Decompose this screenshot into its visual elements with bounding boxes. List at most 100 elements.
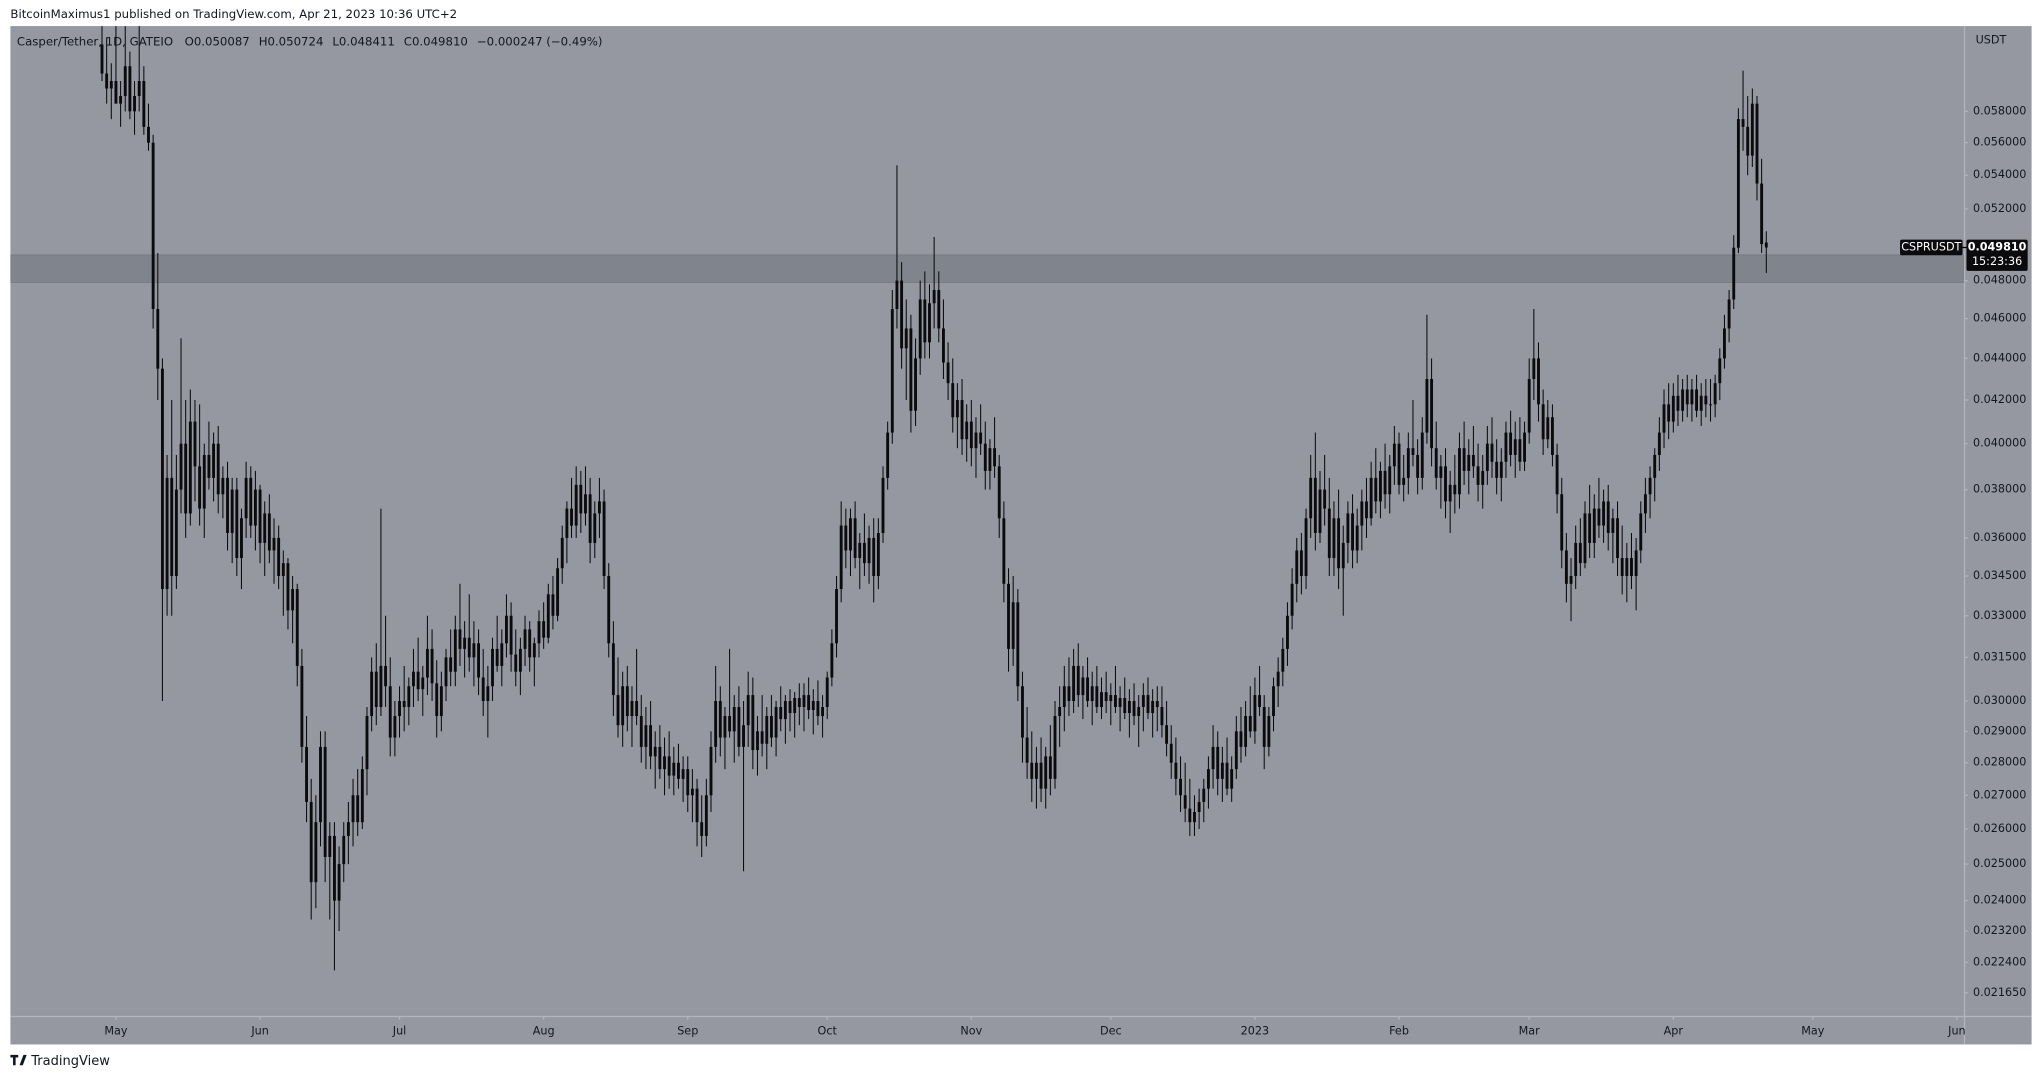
candle-body xyxy=(1602,501,1606,526)
candle-body xyxy=(704,795,708,836)
y-tick-label: 0.030000 xyxy=(1973,694,2026,707)
symbol-legend: Casper/Tether, 1D, GATEIO O0.050087 H0.0… xyxy=(17,34,603,48)
candle-body xyxy=(1202,788,1206,802)
candle-body xyxy=(732,707,736,732)
candle-body xyxy=(1002,518,1006,584)
candle-body xyxy=(119,96,123,104)
candle-body xyxy=(1406,448,1410,478)
candle-body xyxy=(1114,695,1117,708)
ohlc-label: C xyxy=(404,34,412,48)
candle-body xyxy=(235,489,239,559)
candle-body xyxy=(1736,119,1740,248)
ohlc-label: L xyxy=(332,34,339,48)
candle-body xyxy=(923,299,927,343)
candle-body xyxy=(695,788,699,823)
y-tick-label: 0.027000 xyxy=(1973,788,2026,801)
candle-body xyxy=(1699,395,1703,411)
footer-brand: TradingView xyxy=(30,1054,110,1069)
candle-body xyxy=(1583,513,1587,564)
candle-body xyxy=(114,80,118,104)
tradingview-logo: TradingView xyxy=(10,1054,110,1069)
candle-body xyxy=(453,629,457,672)
candle-body xyxy=(825,677,829,708)
candle-body xyxy=(505,615,508,644)
candle-body xyxy=(862,542,866,564)
candle-body xyxy=(1578,542,1582,564)
candle-body xyxy=(430,648,434,684)
candle-body xyxy=(328,835,332,857)
candle-body xyxy=(616,695,620,726)
candle-body xyxy=(597,501,601,514)
candle-body xyxy=(1462,448,1466,471)
candle-body xyxy=(1453,484,1457,495)
x-tick-label: Feb xyxy=(1389,1024,1409,1037)
candle-body xyxy=(240,518,243,559)
candle-body xyxy=(1318,489,1322,533)
y-unit: USDT xyxy=(1976,33,2007,46)
candle-body xyxy=(337,864,341,901)
candle-body xyxy=(867,537,871,564)
candle-body xyxy=(1546,417,1550,440)
candle-body xyxy=(1713,383,1717,405)
y-tick-label: 0.044000 xyxy=(1973,351,2026,364)
candle-body xyxy=(955,400,959,418)
candle-body xyxy=(1709,404,1712,406)
candle-body xyxy=(500,643,504,666)
candle-body xyxy=(1351,513,1354,551)
candle-body xyxy=(491,648,494,687)
candle-body xyxy=(133,96,136,112)
candle-body xyxy=(295,589,299,666)
candle-body xyxy=(769,716,773,738)
ohlc-label: H xyxy=(259,34,268,48)
x-tick-label: May xyxy=(104,1024,128,1037)
candle-body xyxy=(212,443,216,478)
countdown-label: 15:23:36 xyxy=(1972,255,2022,268)
candle-body xyxy=(267,513,271,551)
x-tick-label: Jun xyxy=(250,1024,268,1037)
candle-body xyxy=(1392,443,1396,467)
candle-body xyxy=(1160,707,1164,726)
candle-body xyxy=(1155,701,1159,708)
y-tick-label: 0.040000 xyxy=(1973,437,2026,450)
candle-body xyxy=(147,126,150,143)
candle-body xyxy=(435,683,439,717)
candle-body xyxy=(718,701,722,738)
candle-body xyxy=(188,421,192,514)
candle-body xyxy=(1499,461,1503,478)
candle-body xyxy=(439,686,443,717)
ohlc-value: 0.048411 xyxy=(339,34,395,48)
candle-body xyxy=(137,80,141,97)
candle-body xyxy=(1304,518,1308,577)
candle-body xyxy=(570,508,573,526)
candle-body xyxy=(244,477,248,519)
candle-body xyxy=(965,421,969,440)
symbol-tag-label: CSPRUSDT xyxy=(1901,240,1961,253)
x-tick-label: Jun xyxy=(1947,1024,1965,1037)
candle-body xyxy=(844,525,848,551)
candle-body xyxy=(663,756,666,770)
candle-body xyxy=(1100,692,1103,708)
candle-body xyxy=(416,671,420,690)
candle-body xyxy=(546,594,550,638)
candle-body xyxy=(658,746,662,770)
candle-body xyxy=(1560,494,1564,551)
y-tick-label: 0.026000 xyxy=(1973,822,2026,835)
candle-body xyxy=(1011,602,1015,649)
candle-body xyxy=(1741,119,1745,127)
candle-body xyxy=(686,769,690,796)
candle-body xyxy=(1360,501,1364,526)
ohlc-value: 0.050724 xyxy=(268,34,324,48)
y-tick-label: 0.033000 xyxy=(1973,609,2026,622)
price-tag-label: 0.049810 xyxy=(1968,240,2027,253)
candle-body xyxy=(728,716,732,732)
y-tick-label: 0.023200 xyxy=(1973,924,2026,937)
candle-body xyxy=(1411,448,1415,455)
y-tick-label: 0.056000 xyxy=(1973,136,2026,149)
candle-body xyxy=(277,537,281,577)
candle-body xyxy=(398,701,401,717)
candle-body xyxy=(1704,395,1708,405)
candle-body xyxy=(1550,417,1554,455)
candle-body xyxy=(1727,299,1731,329)
candle-body xyxy=(1490,443,1494,462)
candle-body xyxy=(1764,242,1768,248)
